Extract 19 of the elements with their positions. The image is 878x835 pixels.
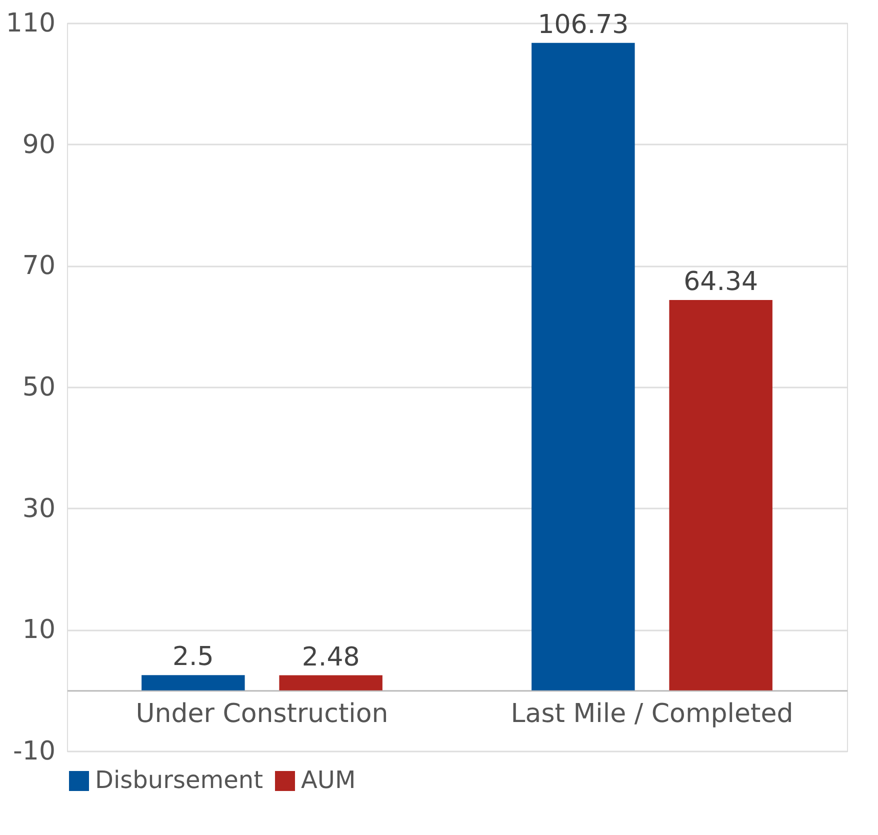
y-tick-label: -10 [13,736,56,766]
bar [142,675,245,690]
data-label: 2.5 [172,642,214,672]
legend-label: AUM [301,766,356,794]
bar [279,675,382,690]
data-label: 64.34 [684,267,758,298]
bar [669,300,772,690]
legend-label: Disbursement [95,766,263,794]
y-tick-label: 30 [22,494,56,524]
x-tick-label: Under Construction [136,698,388,729]
bar [532,42,635,690]
y-tick-label: 90 [22,130,56,160]
x-tick-label: Last Mile / Completed [510,698,794,729]
data-label: 106.73 [538,10,629,40]
y-tick-label: 110 [6,8,56,38]
y-tick-label: 10 [22,615,56,646]
data-label: 2.48 [302,642,360,672]
y-tick-label: 50 [22,372,56,402]
y-tick-label: 70 [22,251,56,282]
